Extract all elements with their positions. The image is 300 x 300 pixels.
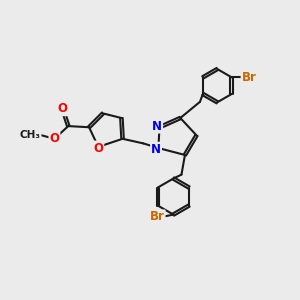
Text: CH₃: CH₃ [20,130,40,140]
Text: Br: Br [150,210,165,224]
Text: Br: Br [242,71,256,84]
Text: O: O [50,132,59,145]
Text: O: O [93,142,103,154]
Text: N: N [151,143,161,156]
Text: O: O [58,102,68,115]
Text: N: N [152,120,162,133]
